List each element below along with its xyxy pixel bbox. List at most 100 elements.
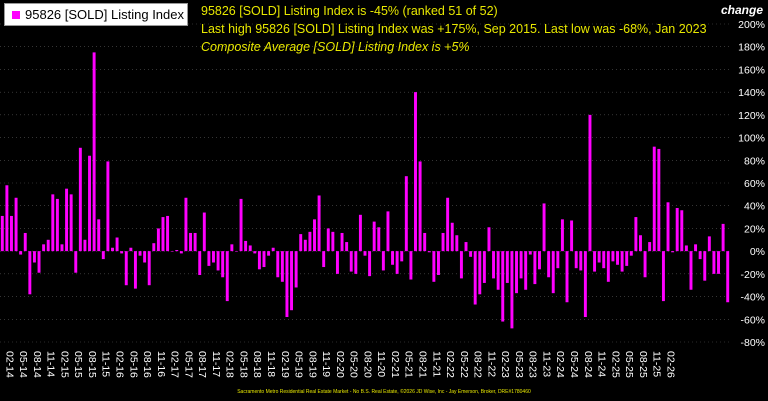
- bar: [10, 215, 13, 252]
- bar: [560, 219, 564, 252]
- bar: [551, 251, 555, 294]
- bar: [313, 219, 316, 252]
- y-tick-label: 40%: [744, 201, 765, 213]
- bar: [60, 244, 64, 252]
- bar: [326, 228, 330, 252]
- x-tick-label: 02-16: [113, 351, 125, 378]
- bar: [19, 251, 23, 255]
- x-tick-label: 11-17: [210, 351, 222, 377]
- bar: [652, 146, 656, 252]
- bar: [46, 239, 50, 252]
- bar: [602, 251, 606, 269]
- legend-swatch: [12, 10, 20, 19]
- bar: [487, 227, 491, 252]
- y-tick-label: -80%: [740, 337, 765, 349]
- bar: [97, 219, 101, 252]
- bar: [166, 215, 170, 252]
- bar: [133, 251, 137, 289]
- bar: [175, 250, 179, 252]
- bar: [611, 251, 615, 262]
- bar: [179, 251, 183, 254]
- bar: [14, 197, 18, 252]
- bar: [381, 251, 385, 271]
- y-tick-label: 120%: [738, 110, 765, 122]
- bar: [152, 243, 156, 252]
- bar: [533, 251, 537, 285]
- bar: [556, 251, 560, 269]
- bar: [496, 251, 500, 290]
- x-tick-label: 02-23: [499, 351, 511, 378]
- bar: [675, 207, 679, 252]
- bar: [294, 251, 298, 288]
- x-tick-label: 08-22: [472, 351, 484, 378]
- bar: [432, 251, 436, 282]
- info-high-low: Last high 95826 [SOLD] Listing Index was…: [201, 22, 707, 36]
- bar: [459, 251, 463, 279]
- bar: [230, 244, 234, 252]
- x-tick-label: 02-20: [334, 351, 346, 378]
- bar: [221, 251, 225, 278]
- bar: [290, 251, 294, 311]
- bar: [446, 197, 450, 252]
- bar: [147, 251, 151, 286]
- bar: [363, 251, 367, 256]
- bar: [170, 251, 174, 252]
- x-tick-label: 02-25: [609, 351, 621, 378]
- bar: [524, 251, 528, 290]
- x-tick-label: 05-20: [348, 351, 360, 378]
- footer-credit: Sacramento Metro Residential Real Estate…: [237, 389, 531, 395]
- info-current-index: 95826 [SOLD] Listing Index is -45% (rank…: [201, 4, 498, 18]
- bar: [78, 147, 82, 252]
- bar: [202, 212, 206, 252]
- bar: [620, 251, 624, 272]
- bar: [354, 251, 358, 274]
- bar: [303, 239, 307, 252]
- bar: [441, 232, 445, 252]
- bar: [267, 251, 271, 256]
- bar: [414, 92, 417, 252]
- bar: [606, 251, 610, 282]
- bar: [707, 236, 711, 252]
- bar: [257, 251, 261, 270]
- bar: [455, 235, 459, 252]
- bar: [721, 223, 725, 252]
- bar: [248, 245, 252, 252]
- bar: [593, 251, 597, 272]
- bar: [391, 251, 395, 265]
- bar: [28, 251, 32, 295]
- bar: [639, 235, 642, 252]
- x-tick-label: 08-14: [31, 351, 43, 378]
- x-tick-label: 02-14: [3, 351, 15, 378]
- bar: [694, 244, 698, 252]
- x-tick-label: 05-18: [237, 351, 249, 378]
- y-tick-label: -40%: [740, 292, 765, 304]
- y-tick-label: 20%: [744, 223, 765, 235]
- bar: [253, 251, 257, 254]
- bar: [478, 251, 482, 295]
- bar: [418, 161, 422, 252]
- bar: [528, 251, 532, 255]
- bar: [189, 232, 193, 252]
- y-tick-label: -20%: [740, 269, 765, 281]
- bar: [358, 214, 362, 252]
- bar: [464, 242, 468, 252]
- bar: [225, 251, 229, 302]
- bar: [473, 251, 477, 305]
- x-tick-label: 05-17: [182, 351, 194, 378]
- bar: [717, 251, 720, 274]
- bar: [349, 251, 353, 272]
- x-tick-label: 11-18: [265, 351, 277, 377]
- bar: [666, 202, 670, 252]
- y-tick-label: 0%: [750, 246, 765, 258]
- bar: [726, 251, 730, 303]
- bar: [42, 244, 46, 252]
- bar: [436, 251, 440, 275]
- bar: [450, 222, 454, 252]
- x-tick-label: 05-25: [623, 351, 635, 378]
- bar: [404, 176, 408, 252]
- x-tick-label: 11-20: [375, 351, 387, 377]
- bar: [340, 232, 344, 252]
- y-tick-labels: 200% 180% 160% 140% 120% 100% 80% 60% 40% 20% 0% -2…: [738, 19, 765, 349]
- y-tick-label: 160%: [738, 64, 765, 76]
- info-composite-average: Composite Average [SOLD] Listing Index i…: [201, 40, 470, 54]
